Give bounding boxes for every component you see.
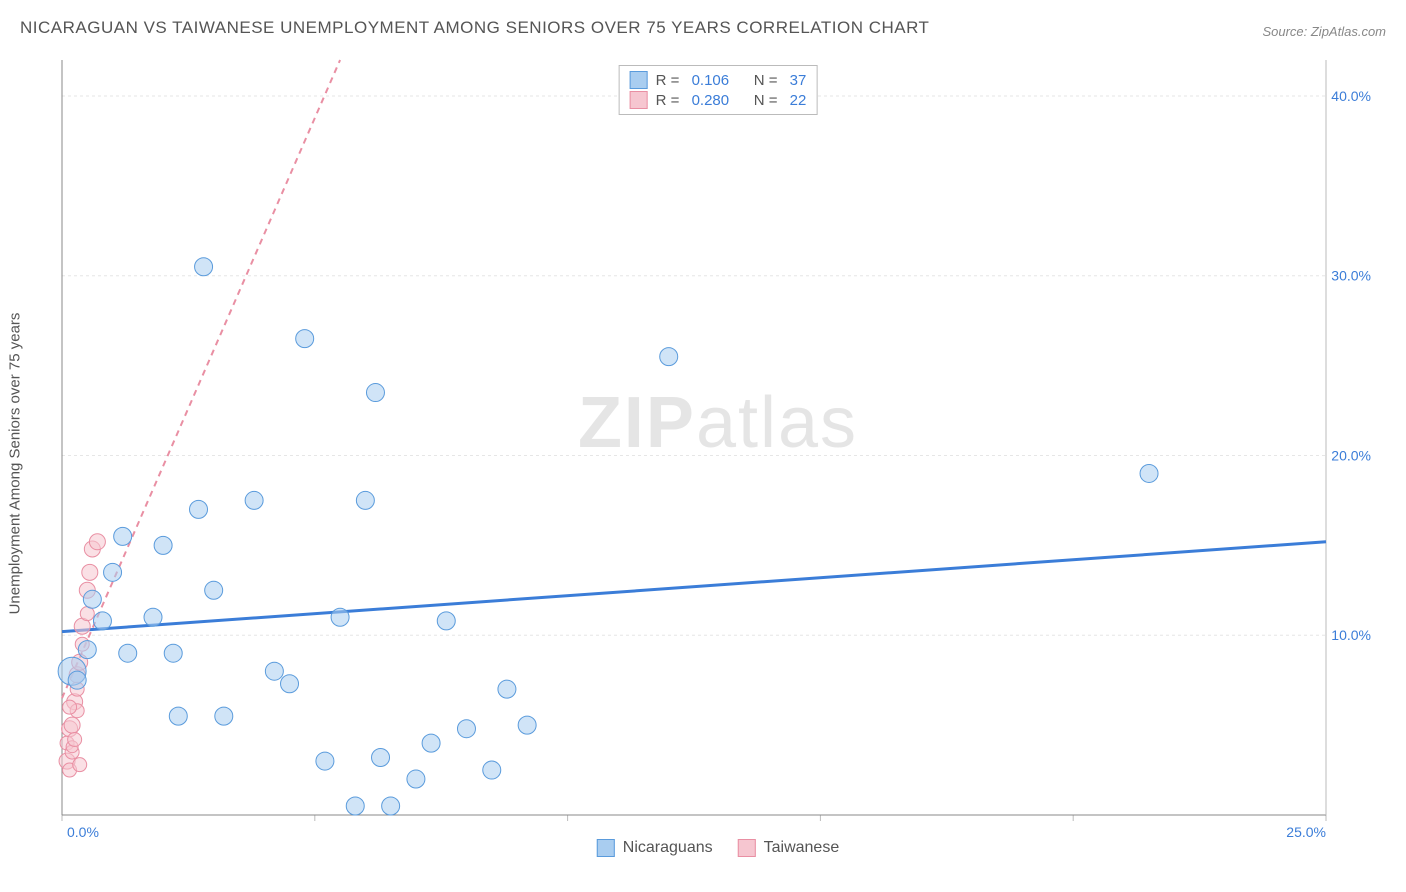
- svg-text:10.0%: 10.0%: [1331, 627, 1371, 643]
- chart-title: NICARAGUAN VS TAIWANESE UNEMPLOYMENT AMO…: [20, 18, 929, 38]
- legend-swatch: [738, 839, 756, 857]
- scatter-plot: 10.0% 20.0% 30.0% 40.0% 0.0% 25.0%: [50, 55, 1386, 855]
- series-name: Taiwanese: [764, 839, 840, 857]
- series-legend-item: Taiwanese: [738, 839, 840, 857]
- svg-text:25.0%: 25.0%: [1286, 824, 1326, 840]
- legend-r-value: 0.106: [687, 72, 737, 89]
- source-label: Source: ZipAtlas.com: [1262, 24, 1386, 39]
- legend-n-value: 37: [786, 72, 807, 89]
- legend-r-value: 0.280: [687, 92, 737, 109]
- legend-r-label: R =: [656, 72, 680, 89]
- legend-swatch: [630, 71, 648, 89]
- series-legend: Nicaraguans Taiwanese: [597, 839, 839, 857]
- legend-r-label: R =: [656, 92, 680, 109]
- series-name: Nicaraguans: [623, 839, 713, 857]
- stats-legend-row: R = 0.280 N = 22: [630, 90, 807, 110]
- svg-text:0.0%: 0.0%: [67, 824, 99, 840]
- legend-swatch: [597, 839, 615, 857]
- legend-n-value: 22: [786, 92, 807, 109]
- stats-legend-row: R = 0.106 N = 37: [630, 70, 807, 90]
- svg-text:40.0%: 40.0%: [1331, 88, 1371, 104]
- legend-swatch: [630, 91, 648, 109]
- stats-legend: R = 0.106 N = 37R = 0.280 N = 22: [619, 65, 818, 115]
- y-axis-label: Unemployment Among Seniors over 75 years: [7, 313, 24, 615]
- series-legend-item: Nicaraguans: [597, 839, 713, 857]
- legend-n-label: N =: [745, 92, 777, 109]
- chart-area: Unemployment Among Seniors over 75 years…: [50, 55, 1386, 855]
- svg-text:20.0%: 20.0%: [1331, 447, 1371, 463]
- legend-n-label: N =: [745, 72, 777, 89]
- svg-text:30.0%: 30.0%: [1331, 268, 1371, 284]
